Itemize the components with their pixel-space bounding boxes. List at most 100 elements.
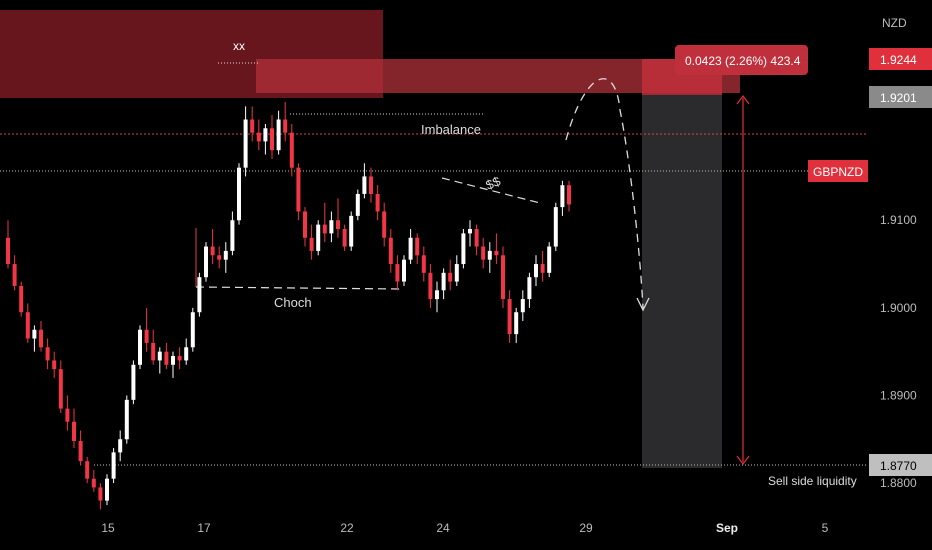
candle-body (32, 329, 37, 339)
candle-body (72, 421, 76, 442)
candle-body (151, 342, 156, 361)
price-label-upper-box (869, 48, 932, 70)
candle-body (250, 119, 255, 133)
candle-body (124, 399, 129, 440)
projected-path-arrowhead (636, 297, 650, 312)
candle-body (243, 119, 248, 168)
candle-body (316, 224, 321, 251)
candle-body (263, 128, 268, 142)
candle-body (144, 329, 149, 343)
candle-body (309, 237, 314, 251)
candle-body (540, 264, 545, 273)
time-tick-label: 24 (436, 521, 450, 535)
candle-body (415, 237, 420, 256)
price-tick-label: 1.8900 (880, 388, 917, 402)
candle-body (369, 176, 373, 194)
candle-body (329, 220, 334, 234)
candle-body (507, 299, 512, 335)
choch-line (195, 286, 401, 290)
candle-body (303, 211, 307, 238)
candle-body (487, 250, 492, 260)
candle-body (98, 487, 103, 501)
candle-body (527, 277, 532, 300)
candle-body (78, 441, 83, 462)
candle-body (177, 356, 182, 361)
candles-group (6, 101, 571, 510)
candle-body (276, 119, 281, 151)
candle-body (217, 255, 222, 260)
time-tick-label: 15 (101, 521, 115, 535)
measure-arrow-head-down (736, 455, 750, 465)
candle-body (85, 461, 90, 479)
double-top-label: xx (233, 39, 245, 53)
candle-body (474, 229, 479, 247)
candle-body (25, 312, 30, 339)
candle-body (223, 250, 228, 260)
candle-body (118, 439, 123, 453)
candle-body (375, 193, 380, 212)
candle-body (131, 364, 136, 400)
candle-body (322, 224, 327, 234)
time-tick-label: 22 (340, 521, 354, 535)
position-target-box (642, 95, 722, 468)
candle-body (52, 360, 57, 370)
projected-path (565, 78, 644, 309)
price-tick-label: 1.9100 (880, 213, 917, 227)
candle-body (296, 167, 301, 212)
candle-body (230, 220, 235, 251)
symbol-label-box (808, 160, 868, 182)
candle-body (138, 329, 142, 365)
time-tick-label: Sep (716, 521, 738, 535)
candle-body (567, 185, 571, 205)
candle-body (435, 290, 439, 300)
time-tick-label: 17 (197, 521, 211, 535)
candle-body (388, 237, 393, 265)
candle-body (342, 229, 347, 247)
candle-body (105, 478, 109, 501)
symbol-label: GBPNZD (813, 165, 863, 179)
choch-label: Choch (274, 295, 312, 310)
candle-body (336, 220, 340, 230)
candle-body (91, 478, 96, 488)
candle-body (408, 237, 413, 260)
candle-body (441, 272, 446, 291)
candle-body (270, 128, 274, 151)
candle-body (256, 132, 261, 142)
candle-body (157, 351, 162, 361)
candle-body (481, 246, 486, 260)
price-label-mid-box (869, 86, 932, 108)
candle-body (547, 246, 552, 273)
time-tick-label: 5 (822, 521, 829, 535)
candle-body (65, 408, 70, 422)
candle-body (448, 272, 453, 282)
candle-body (19, 285, 24, 313)
candle-body (210, 246, 215, 256)
candle-body (553, 207, 558, 247)
liquidity-label: $$ (484, 173, 504, 193)
candle-body (382, 211, 387, 238)
candle-body (520, 299, 525, 313)
measure-label: 0.0423 (2.26%) 423.4 (685, 54, 801, 68)
price-axis-ticks: 1.9100 1.9000 1.8900 1.8800 (880, 213, 917, 490)
candle-body (362, 176, 367, 194)
measure-arrow-head-up (736, 95, 750, 105)
candle-body (461, 233, 466, 265)
candle-body (12, 264, 17, 286)
candle-body (111, 452, 116, 479)
price-tick-label: 1.9000 (880, 301, 917, 315)
time-tick-label: 29 (579, 521, 593, 535)
candle-body (184, 347, 189, 361)
sell-side-liquidity-label: Sell side liquidity (768, 474, 857, 488)
price-label-mid: 1.9201 (880, 91, 917, 105)
candle-body (501, 255, 505, 300)
candle-body (6, 237, 10, 265)
candle-body (45, 347, 50, 361)
candle-body (560, 185, 565, 208)
candle-body (197, 277, 202, 313)
candle-body (402, 259, 406, 282)
candle-body (468, 229, 472, 234)
price-label-lower-box (869, 454, 932, 476)
candle-body (164, 351, 169, 365)
candle-body (355, 193, 360, 216)
